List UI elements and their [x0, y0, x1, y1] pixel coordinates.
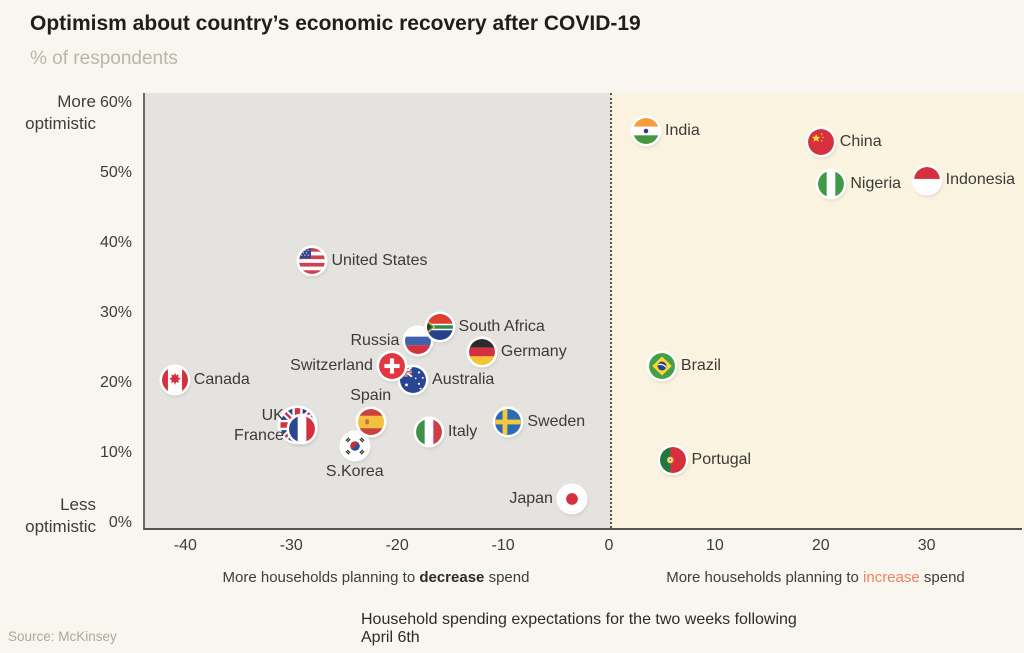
y-tick-label: 0% — [108, 514, 132, 531]
x-tick-label: 0 — [604, 537, 614, 554]
country-label: Canada — [193, 370, 250, 388]
flag-spain-icon — [357, 408, 384, 435]
country-label: India — [665, 122, 700, 140]
x-tick-label: -30 — [279, 537, 303, 554]
x-tick-label: 10 — [705, 537, 724, 554]
y-tick-label: 40% — [99, 234, 132, 252]
y-axis-label-line: optimistic — [25, 517, 96, 537]
x-tick-label: -40 — [173, 537, 197, 554]
flag-russia-icon — [405, 328, 432, 355]
country-label: China — [839, 132, 882, 150]
marker-uk: UK France — [234, 407, 315, 445]
increase-label-prefix: More households planning to — [666, 569, 864, 586]
chart-caption: Household spending expectations for the … — [361, 611, 797, 646]
decrease-label-suffix: spend — [484, 569, 530, 586]
country-label: Spain — [350, 386, 392, 404]
y-tick-label: 10% — [99, 444, 132, 462]
country-label: Nigeria — [850, 174, 902, 192]
marker-s-korea: S.Korea — [326, 433, 384, 480]
y-axis-label-line: optimistic — [25, 114, 96, 134]
x-tick-label: 30 — [917, 537, 936, 554]
flag-australia-icon — [400, 366, 427, 393]
flag-italy-icon — [415, 419, 442, 446]
marker-russia: Russia — [350, 328, 432, 355]
flag-south-africa-icon — [426, 314, 453, 341]
increase-label-suffix: spend — [919, 569, 965, 586]
flag-germany-icon — [468, 338, 495, 365]
marker-united-states: United States — [299, 247, 428, 274]
country-label: Italy — [447, 423, 478, 441]
flag-france-icon — [288, 415, 315, 442]
y-axis-label-line: Less — [60, 495, 96, 514]
increase-label-word: increase — [863, 569, 920, 586]
country-label: Brazil — [680, 356, 721, 374]
country-label: Japan — [509, 489, 553, 507]
country-label-stack: UK France — [234, 406, 284, 448]
country-label: Germany — [500, 342, 567, 360]
country-label: Portugal — [691, 451, 752, 469]
flag-portugal-icon — [659, 447, 686, 474]
marker-indonesia: Indonesia — [913, 167, 1015, 194]
flag-nigeria-icon — [818, 170, 845, 197]
country-label: UK — [261, 406, 284, 424]
chart-subtitle: % of respondents — [30, 48, 178, 69]
country-label: Australia — [432, 370, 495, 388]
y-tick-label: 50% — [99, 164, 132, 182]
marker-india: India — [633, 118, 700, 145]
country-label: Indonesia — [945, 171, 1016, 189]
marker-germany: Germany — [468, 338, 567, 365]
increase-axis-label: More households planning to increase spe… — [666, 569, 965, 586]
country-label: United States — [331, 251, 428, 269]
country-label: France — [234, 427, 284, 445]
y-tick-label: 20% — [99, 374, 132, 392]
decrease-label-word: decrease — [419, 569, 485, 586]
country-label: Switzerland — [290, 356, 373, 374]
x-tick-label: -20 — [385, 537, 409, 554]
y-axis-label-line: More — [57, 92, 96, 111]
flag-china-icon — [807, 128, 834, 155]
y-axis-label-more-optimistic: More optimistic — [0, 91, 96, 135]
flag-south-korea-icon — [341, 433, 368, 460]
marker-switzerland: Switzerland — [290, 352, 405, 379]
flag-india-icon — [633, 118, 660, 145]
marker-sweden: Sweden — [495, 408, 585, 435]
country-label: South Africa — [458, 318, 545, 336]
marker-nigeria: Nigeria — [818, 170, 901, 197]
flag-canada-icon — [161, 366, 188, 393]
country-label: Sweden — [527, 412, 586, 430]
y-axis-label-less-optimistic: Less optimistic — [0, 494, 96, 538]
x-tick-label: -10 — [491, 537, 515, 554]
decrease-label-prefix: More households planning to — [222, 569, 420, 586]
country-label: S.Korea — [325, 463, 384, 481]
decrease-axis-label: More households planning to decrease spe… — [223, 569, 530, 586]
flag-sweden-icon — [495, 408, 522, 435]
marker-spain: Spain — [350, 387, 391, 435]
y-tick-label: 60% — [99, 94, 132, 112]
marker-portugal: Portugal — [659, 447, 751, 474]
source-credit: Source: McKinsey — [8, 629, 117, 644]
chart-title: Optimism about country’s economic recove… — [30, 12, 641, 35]
marker-australia: Australia — [400, 366, 494, 393]
x-tick-label: 20 — [811, 537, 830, 554]
flag-us-icon — [299, 247, 326, 274]
marker-china: China — [807, 128, 882, 155]
marker-italy: Italy — [415, 419, 477, 446]
marker-japan: Japan — [509, 485, 585, 512]
marker-canada: Canada — [161, 366, 250, 393]
flag-japan-icon — [558, 485, 585, 512]
flag-brazil-icon — [648, 352, 675, 379]
country-label: Russia — [350, 332, 400, 350]
marker-south-africa: South Africa — [426, 314, 545, 341]
zero-divider-line — [609, 93, 612, 528]
plot-area — [143, 93, 1024, 530]
decrease-region — [145, 93, 611, 528]
marker-brazil: Brazil — [648, 352, 721, 379]
flag-switzerland-icon — [378, 352, 405, 379]
flag-indonesia-icon — [913, 167, 940, 194]
y-tick-label: 30% — [99, 304, 132, 322]
